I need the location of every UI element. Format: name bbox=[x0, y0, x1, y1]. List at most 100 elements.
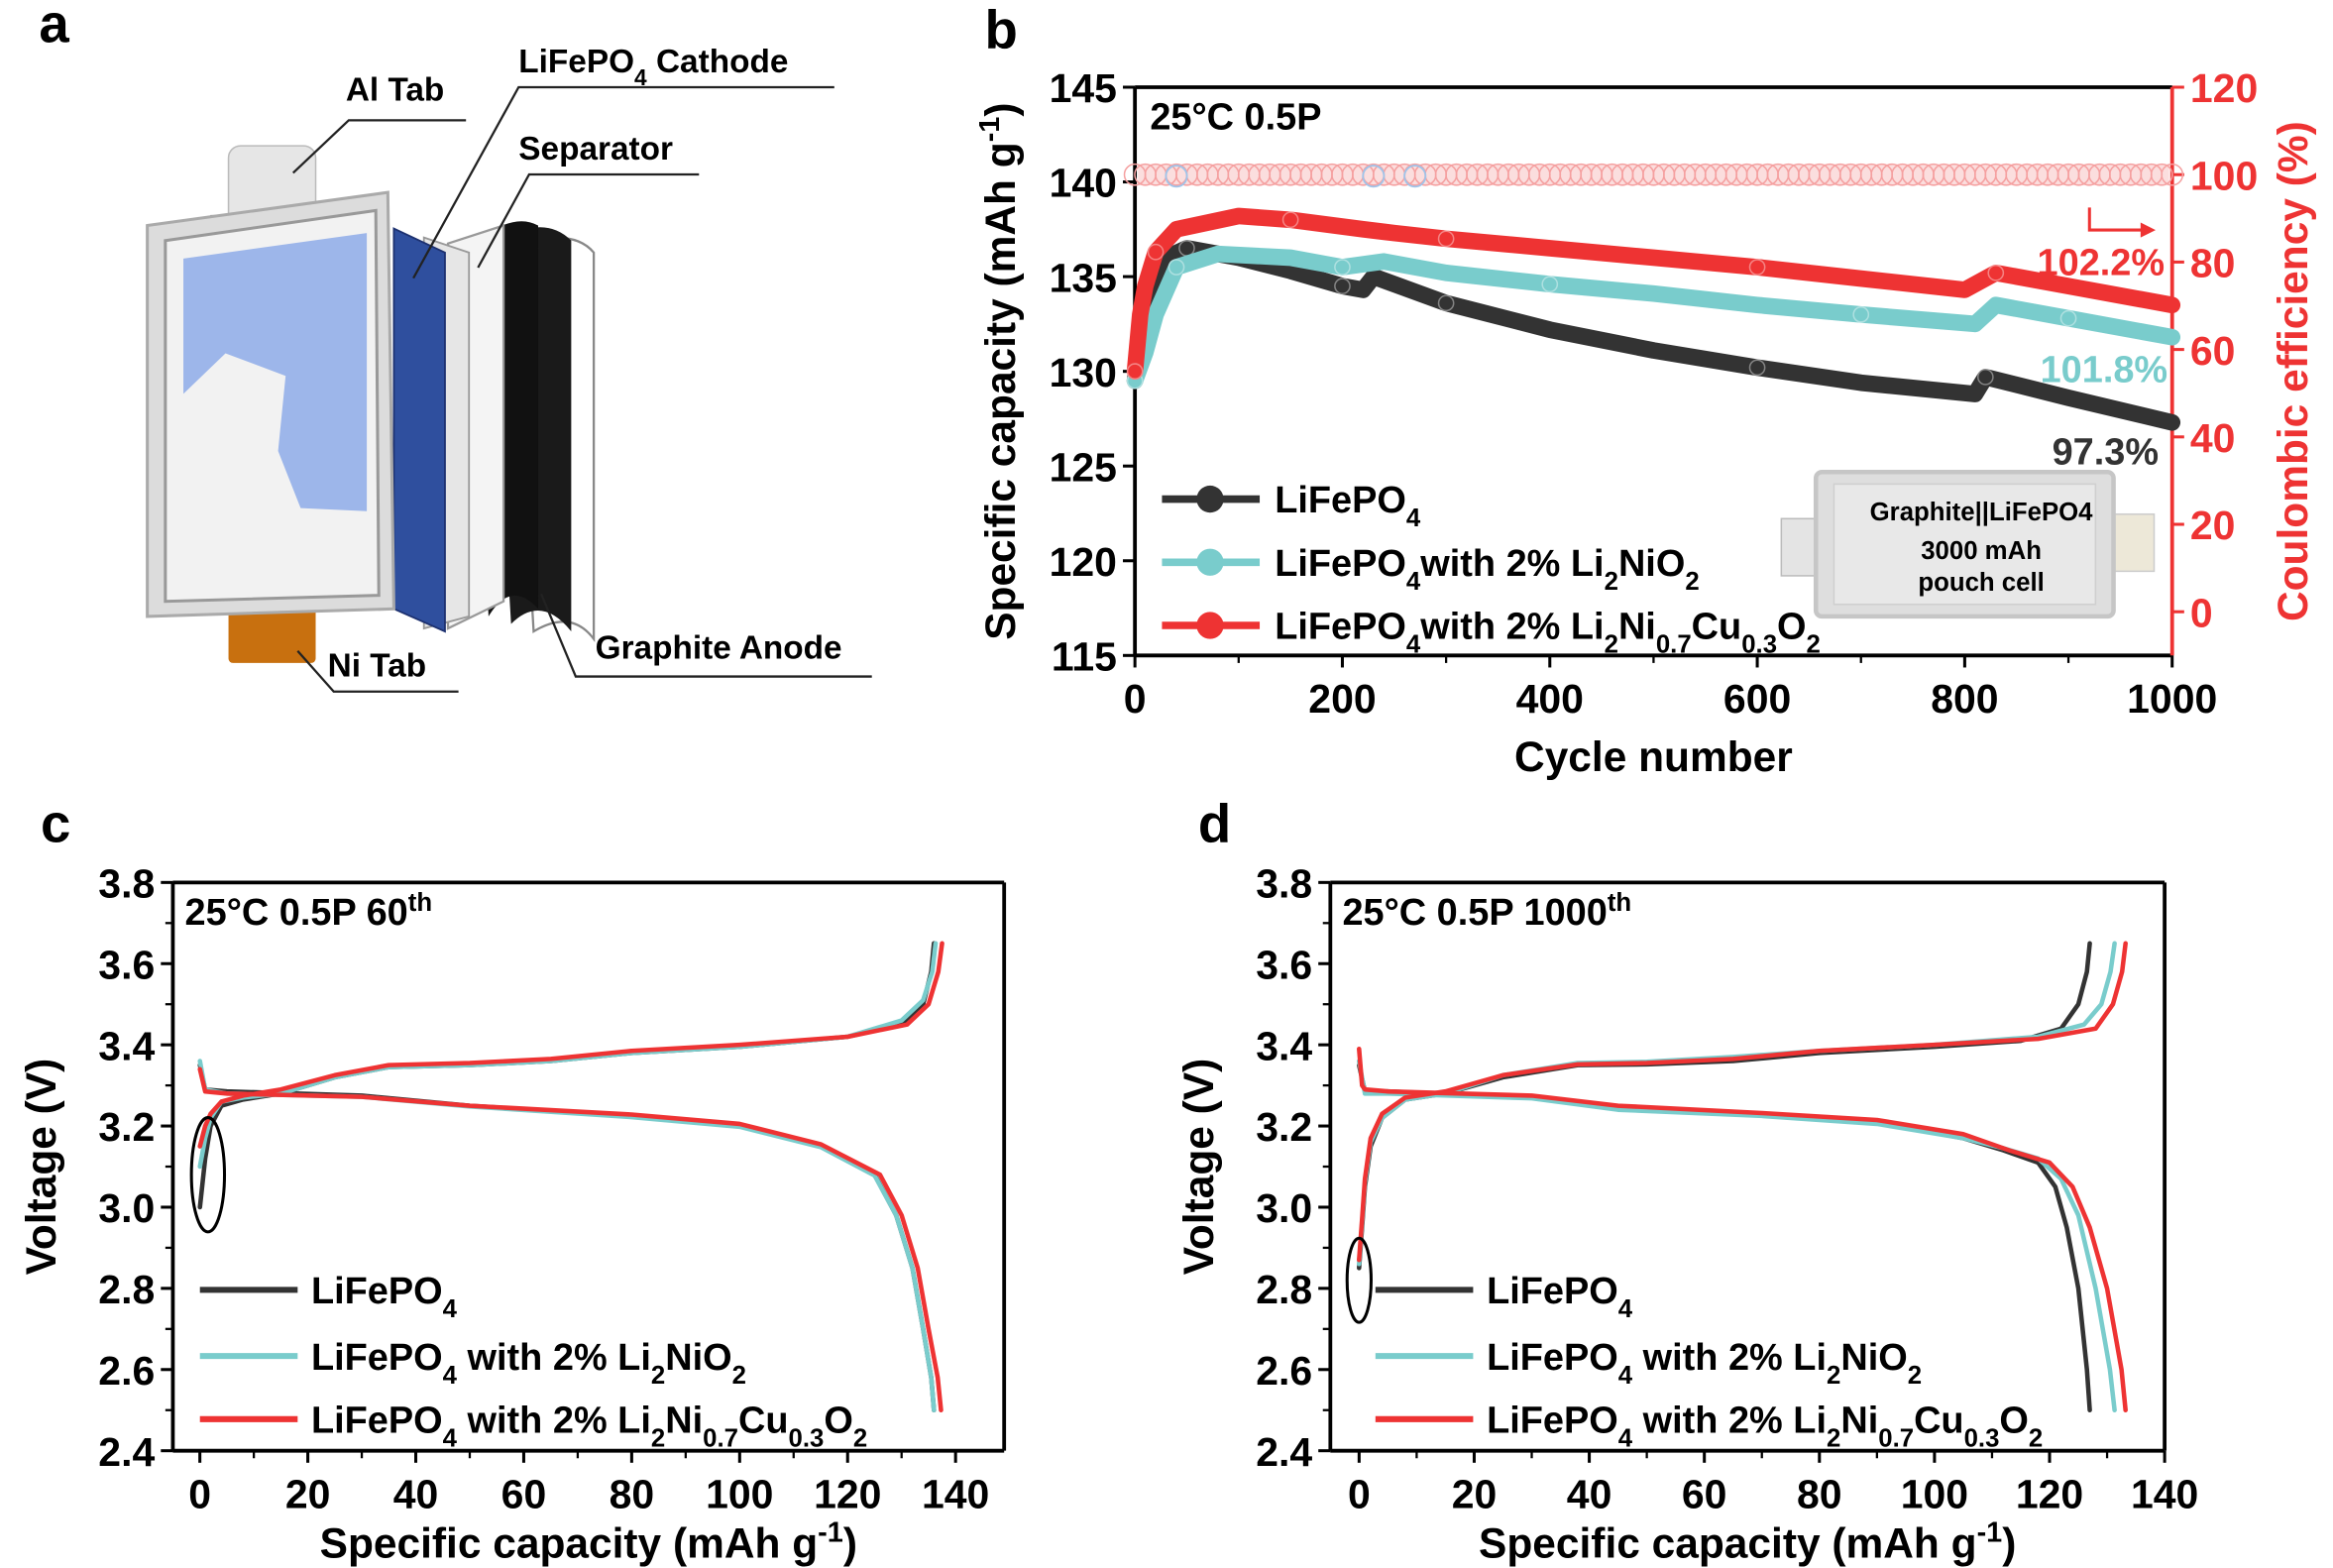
right-axis-arrow bbox=[2087, 207, 2147, 232]
charge-curve-0 bbox=[1357, 941, 2092, 1271]
y-tick-label: 3.4 bbox=[1256, 1023, 1312, 1068]
chart-condition-label: 25°C 0.5P 60th bbox=[185, 889, 433, 934]
charge-curve-1 bbox=[197, 941, 939, 1170]
y-tick-label: 130 bbox=[1050, 350, 1117, 395]
data-point bbox=[1334, 278, 1351, 294]
data-point bbox=[1748, 259, 1766, 276]
data-point bbox=[1334, 259, 1351, 276]
panel-a-pouch-cell-diagram: a Al Tab LiFePO4 Cathode Separator Graph… bbox=[39, 0, 872, 693]
y-tick-label: 2.8 bbox=[1256, 1267, 1312, 1312]
data-point bbox=[1437, 294, 1455, 312]
data-point bbox=[1167, 259, 1185, 276]
y-tick-label: 115 bbox=[1052, 633, 1117, 679]
y-tick-label: 2.4 bbox=[98, 1429, 155, 1475]
x-axis-title: Specific capacity (mAh g-1) bbox=[320, 1516, 857, 1566]
lifepo4-cathode-sheet bbox=[392, 227, 446, 633]
retention-annotation: 97.3% bbox=[2053, 432, 2159, 474]
label-separator: Separator bbox=[518, 131, 673, 168]
y-right-tick-label: 80 bbox=[2190, 241, 2236, 286]
ce-marker-blue bbox=[1165, 165, 1188, 188]
inset-text-line: pouch cell bbox=[1918, 569, 2044, 597]
arrow-head-icon bbox=[2140, 222, 2157, 238]
y-tick-label: 3.4 bbox=[98, 1023, 155, 1068]
legend-label: LiFePO4with 2% Li2NiO2 bbox=[1275, 543, 1699, 596]
legend-marker bbox=[1196, 612, 1224, 639]
legend-label: LiFePO4 bbox=[311, 1271, 458, 1323]
cathode-window bbox=[183, 233, 368, 511]
y-tick-label: 3.8 bbox=[98, 861, 155, 907]
panel-b-cycling-chart: b 0 200 400 600 800 1000 115 120 125 130 135 140 145 0… bbox=[974, 0, 2316, 780]
x-tick-label: 40 bbox=[393, 1471, 439, 1516]
x-tick-label: 600 bbox=[1723, 676, 1791, 722]
y-tick-label: 3.2 bbox=[1256, 1104, 1312, 1150]
legend-label: LiFePO4 with 2% Li2NiO2 bbox=[1487, 1337, 1922, 1390]
x-tick-label: 0 bbox=[188, 1471, 211, 1516]
y-axis-title: Voltage (V) bbox=[18, 1059, 64, 1276]
ce-marker-blue bbox=[1362, 165, 1386, 188]
data-point bbox=[1852, 305, 1870, 323]
x-tick-label: 20 bbox=[285, 1471, 331, 1516]
y-tick-label: 135 bbox=[1050, 255, 1117, 300]
panel-c-voltage-profile-60th: c 0 20 40 60 80 100 120 140 2.4 2.6 2.8 3.0 3.2 3.4 3.6… bbox=[18, 793, 1007, 1566]
y-axis-title: Voltage (V) bbox=[1175, 1059, 1222, 1276]
y-right-tick-label: 40 bbox=[2190, 415, 2236, 461]
chart-condition-label: 25°C 0.5P 1000th bbox=[1342, 889, 1631, 934]
legend-label: LiFePO4 bbox=[1275, 480, 1421, 532]
panel-d-voltage-profile-1000th: d 0 20 40 60 80 100 120 140 2.4 2.6 2.8 3.0 3.2 3.4 3.6… bbox=[1175, 793, 2198, 1566]
legend-label: LiFePO4 with 2% Li2Ni0.7Cu0.3O2 bbox=[311, 1400, 867, 1452]
y-tick-label: 120 bbox=[1050, 539, 1117, 585]
panel-letter-a: a bbox=[39, 0, 69, 54]
label-al-tab: Al Tab bbox=[346, 72, 444, 109]
series-line-1 bbox=[1126, 245, 2181, 390]
discharge-curve-2 bbox=[197, 1066, 944, 1413]
y-right-tick-label: 20 bbox=[2190, 503, 2236, 548]
charge-curve-2 bbox=[197, 941, 944, 1149]
legend-label: LiFePO4 with 2% Li2Ni0.7Cu0.3O2 bbox=[1487, 1400, 2043, 1452]
y-right-axis-title: Coulombic efficiency (%) bbox=[2270, 121, 2316, 621]
y-tick-label: 125 bbox=[1050, 444, 1117, 490]
charge-curve-1 bbox=[1357, 941, 2117, 1267]
x-tick-label: 60 bbox=[501, 1471, 547, 1516]
x-tick-label: 0 bbox=[1348, 1471, 1371, 1516]
data-point bbox=[2059, 309, 2077, 327]
x-tick-label: 80 bbox=[1797, 1471, 1842, 1516]
x-axis-title: Cycle number bbox=[1514, 733, 1793, 780]
x-tick-label: 120 bbox=[814, 1471, 881, 1516]
retention-annotation: 101.8% bbox=[2041, 349, 2168, 391]
y-tick-label: 3.0 bbox=[98, 1185, 155, 1231]
y-tick-label: 145 bbox=[1050, 65, 1117, 111]
data-point bbox=[1281, 211, 1299, 229]
label-lifepo4-cathode: LiFePO4 Cathode bbox=[518, 44, 788, 90]
data-point bbox=[1126, 363, 1144, 380]
highlight-ellipse bbox=[1345, 1236, 1374, 1324]
chart-condition-label: 25°C 0.5P bbox=[1150, 96, 1321, 138]
legend-label: LiFePO4with 2% Li2Ni0.7Cu0.3O2 bbox=[1275, 607, 1821, 659]
data-point bbox=[1178, 240, 1195, 257]
legend-marker bbox=[1196, 548, 1224, 576]
x-tick-label: 100 bbox=[706, 1471, 773, 1516]
y-axis-title: Specific capacity (mAh g-1) bbox=[974, 102, 1024, 639]
x-tick-label: 140 bbox=[2131, 1471, 2198, 1516]
ce-marker bbox=[2150, 163, 2173, 186]
pouch-cell-photo-inset: Graphite||LiFePO4 3000 mAh pouch cell bbox=[1780, 469, 2156, 619]
y-right-tick-label: 60 bbox=[2190, 328, 2236, 374]
panel-letter-c: c bbox=[41, 793, 70, 853]
y-tick-label: 3.2 bbox=[98, 1104, 155, 1150]
x-tick-label: 100 bbox=[1901, 1471, 1968, 1516]
y-tick-label: 3.6 bbox=[1256, 942, 1312, 987]
legend-marker bbox=[1196, 485, 1224, 513]
y-tick-label: 2.8 bbox=[98, 1267, 155, 1312]
x-tick-label: 40 bbox=[1567, 1471, 1612, 1516]
panel-letter-d: d bbox=[1198, 793, 1231, 853]
y-tick-label: 140 bbox=[1050, 161, 1117, 206]
leader-lines bbox=[291, 85, 872, 693]
inset-text-line: 3000 mAh bbox=[1921, 537, 2042, 565]
y-right-tick-label: 0 bbox=[2190, 590, 2213, 635]
charge-curve-2 bbox=[1357, 941, 2128, 1263]
x-tick-label: 1000 bbox=[2127, 676, 2217, 722]
y-tick-label: 2.6 bbox=[98, 1348, 155, 1394]
x-tick-label: 0 bbox=[1124, 676, 1147, 722]
y-right-tick-label: 120 bbox=[2190, 65, 2258, 111]
x-tick-label: 200 bbox=[1308, 676, 1376, 722]
ce-marker-blue bbox=[1403, 165, 1427, 188]
